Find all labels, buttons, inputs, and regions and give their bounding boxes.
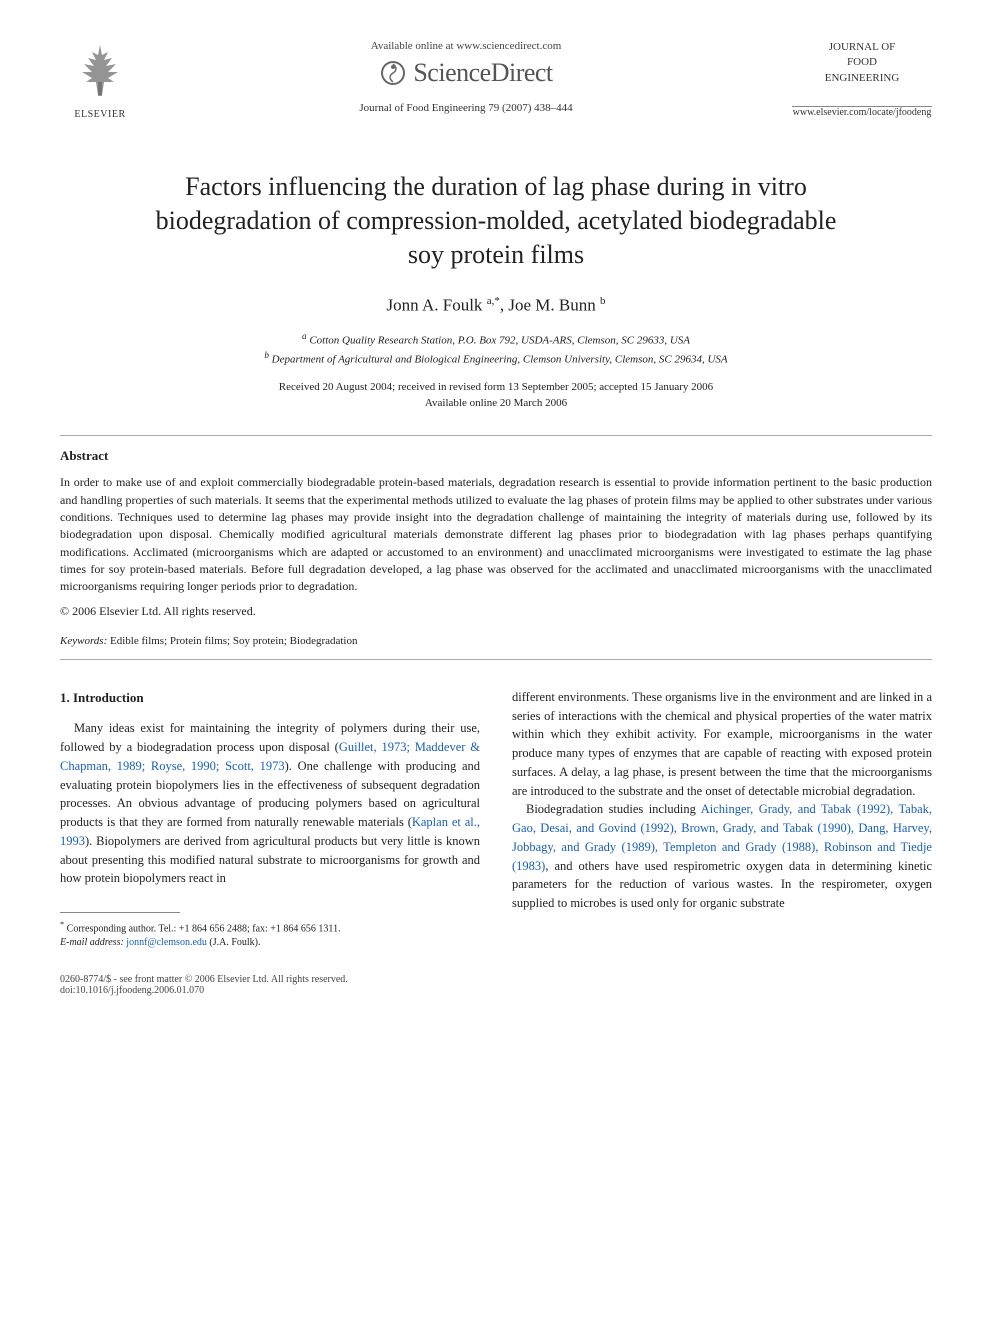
available-text: Available online at www.sciencedirect.co… [160, 40, 772, 52]
sciencedirect-text: ScienceDirect [413, 58, 552, 88]
author-2-sup: b [600, 295, 606, 307]
affiliation-b: Department of Agricultural and Biologica… [272, 354, 728, 366]
footer-issn: 0260-8774/$ - see front matter © 2006 El… [60, 974, 348, 985]
footer-doi: doi:10.1016/j.jfoodeng.2006.01.070 [60, 985, 204, 996]
dates-online: Available online 20 March 2006 [425, 397, 567, 409]
column-left: 1. Introduction Many ideas exist for mai… [60, 688, 480, 951]
sciencedirect-icon [379, 59, 407, 87]
abstract-heading: Abstract [60, 448, 932, 464]
copyright: © 2006 Elsevier Ltd. All rights reserved… [60, 604, 932, 619]
elsevier-label: ELSEVIER [60, 109, 140, 120]
abstract-rule-top [60, 435, 932, 436]
keywords-label: Keywords: [60, 635, 107, 647]
authors: Jonn A. Foulk a,*, Joe M. Bunn b [60, 295, 932, 316]
footnote-separator [60, 912, 180, 913]
journal-name-line2: FOOD [847, 56, 877, 68]
author-1: Jonn A. Foulk [387, 296, 483, 315]
abstract-rule-bottom [60, 659, 932, 660]
page-footer: 0260-8774/$ - see front matter © 2006 El… [60, 974, 932, 996]
keywords: Keywords: Edible films; Protein films; S… [60, 635, 932, 647]
journal-url: www.elsevier.com/locate/jfoodeng [792, 107, 932, 118]
body-columns: 1. Introduction Many ideas exist for mai… [60, 688, 932, 951]
column-right: different environments. These organisms … [512, 688, 932, 951]
elsevier-logo: ELSEVIER [60, 40, 140, 130]
right-header: JOURNAL OF FOOD ENGINEERING www.elsevier… [792, 40, 932, 118]
journal-name-line3: ENGINEERING [825, 72, 900, 84]
corresponding-author-footnote: * Corresponding author. Tel.: +1 864 656… [60, 919, 480, 950]
center-header: Available online at www.sciencedirect.co… [140, 40, 792, 114]
affiliations: a Cotton Quality Research Station, P.O. … [60, 330, 932, 368]
sciencedirect-logo: ScienceDirect [160, 58, 772, 88]
abstract-text: In order to make use of and exploit comm… [60, 474, 932, 596]
intro-para-1-cont: different environments. These organisms … [512, 688, 932, 801]
corr-author-text: Corresponding author. Tel.: +1 864 656 2… [67, 923, 341, 934]
footer-left: 0260-8774/$ - see front matter © 2006 El… [60, 974, 348, 996]
affiliation-a: Cotton Quality Research Station, P.O. Bo… [309, 335, 690, 347]
journal-reference: Journal of Food Engineering 79 (2007) 43… [160, 102, 772, 114]
dates-received: Received 20 August 2004; received in rev… [279, 381, 713, 393]
journal-name-line1: JOURNAL OF [829, 41, 896, 53]
page-header: ELSEVIER Available online at www.science… [60, 40, 932, 130]
email-link[interactable]: jonnf@clemson.edu [126, 937, 207, 948]
article-title: Factors influencing the duration of lag … [140, 170, 852, 271]
journal-name: JOURNAL OF FOOD ENGINEERING [792, 40, 932, 86]
keywords-text: Edible films; Protein films; Soy protein… [110, 635, 357, 647]
intro-para-1: Many ideas exist for maintaining the int… [60, 719, 480, 888]
intro-heading: 1. Introduction [60, 688, 480, 708]
author-2: Joe M. Bunn [508, 296, 595, 315]
email-label: E-mail address: [60, 937, 124, 948]
intro-para-2: Biodegradation studies including Aiching… [512, 800, 932, 913]
elsevier-tree-icon [70, 40, 130, 100]
email-name: (J.A. Foulk). [209, 937, 260, 948]
article-dates: Received 20 August 2004; received in rev… [60, 380, 932, 411]
author-1-sup: a,* [487, 295, 500, 307]
